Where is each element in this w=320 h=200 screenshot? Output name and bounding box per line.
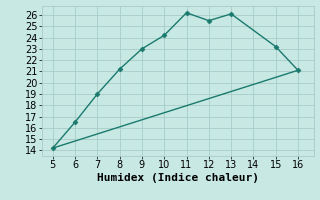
X-axis label: Humidex (Indice chaleur): Humidex (Indice chaleur) (97, 173, 259, 183)
